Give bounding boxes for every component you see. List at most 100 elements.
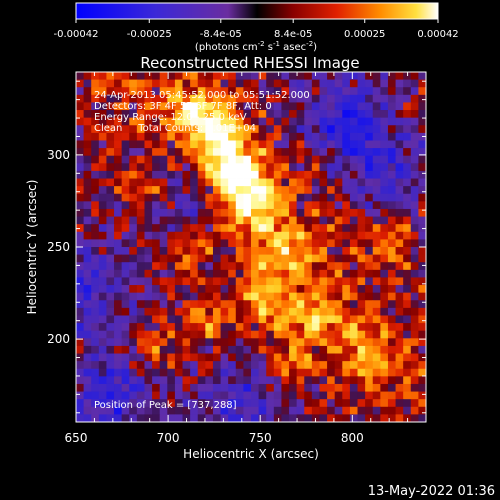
heatmap-cell bbox=[357, 132, 366, 141]
heatmap-cell bbox=[98, 201, 107, 210]
heatmap-cell bbox=[365, 87, 374, 96]
heatmap-cell bbox=[410, 300, 419, 309]
heatmap-cell bbox=[152, 383, 161, 392]
heatmap-cell bbox=[220, 277, 229, 286]
heatmap-cell bbox=[380, 315, 389, 324]
heatmap-cell bbox=[144, 345, 153, 354]
heatmap-cell bbox=[76, 406, 85, 415]
colorbar-gradient bbox=[75, 2, 439, 20]
heatmap-cell bbox=[243, 110, 252, 119]
heatmap-cell bbox=[121, 117, 130, 126]
heatmap-cell bbox=[197, 201, 206, 210]
heatmap-cell bbox=[372, 224, 381, 233]
heatmap-cell bbox=[197, 315, 206, 324]
heatmap-cell bbox=[357, 239, 366, 248]
x-tick-label: 750 bbox=[249, 431, 272, 445]
heatmap-cell bbox=[167, 383, 176, 392]
heatmap-cell bbox=[266, 125, 275, 134]
heatmap-cell bbox=[121, 231, 130, 240]
heatmap-cell bbox=[387, 201, 396, 210]
heatmap-cell bbox=[152, 323, 161, 332]
heatmap-cell bbox=[266, 361, 275, 370]
heatmap-cell bbox=[334, 323, 343, 332]
heatmap-cell bbox=[136, 72, 145, 81]
heatmap-cell bbox=[334, 330, 343, 339]
heatmap-cell bbox=[129, 277, 138, 286]
heatmap-cell bbox=[266, 216, 275, 225]
heatmap-cell bbox=[91, 148, 100, 157]
heatmap-cell bbox=[129, 163, 138, 172]
heatmap-cell bbox=[182, 277, 191, 286]
heatmap-cell bbox=[114, 110, 123, 119]
heatmap-cell bbox=[243, 125, 252, 134]
heatmap-cell bbox=[304, 353, 313, 362]
heatmap-cell bbox=[212, 224, 221, 233]
heatmap-cell bbox=[296, 247, 305, 256]
heatmap-cell bbox=[266, 269, 275, 278]
heatmap-cell bbox=[182, 140, 191, 149]
heatmap-cell bbox=[289, 285, 298, 294]
heatmap-cell bbox=[174, 140, 183, 149]
heatmap-cell bbox=[136, 132, 145, 141]
heatmap-cell bbox=[243, 323, 252, 332]
heatmap-cell bbox=[349, 338, 358, 347]
heatmap-cell bbox=[106, 94, 115, 103]
heatmap-cell bbox=[380, 110, 389, 119]
heatmap-cell bbox=[212, 368, 221, 377]
heatmap-cell bbox=[273, 72, 282, 81]
heatmap-cell bbox=[114, 345, 123, 354]
heatmap-cell bbox=[380, 345, 389, 354]
heatmap-cell bbox=[311, 186, 320, 195]
heatmap-cell bbox=[98, 323, 107, 332]
heatmap-cell bbox=[106, 247, 115, 256]
heatmap-cell bbox=[372, 87, 381, 96]
heatmap-cell bbox=[243, 140, 252, 149]
heatmap-cell bbox=[334, 87, 343, 96]
heatmap-cell bbox=[387, 193, 396, 202]
heatmap-cell bbox=[205, 391, 214, 400]
heatmap-cell bbox=[273, 285, 282, 294]
heatmap-cell bbox=[91, 140, 100, 149]
heatmap-cell bbox=[342, 102, 351, 111]
heatmap-cell bbox=[266, 285, 275, 294]
heatmap-cell bbox=[387, 132, 396, 141]
heatmap-cell bbox=[327, 216, 336, 225]
heatmap-cell bbox=[159, 391, 168, 400]
heatmap-cell bbox=[418, 72, 427, 81]
heatmap-cell bbox=[251, 406, 260, 415]
peak-position-label: Position of Peak = [737,288] bbox=[94, 400, 237, 411]
heatmap-cell bbox=[197, 170, 206, 179]
heatmap-cell bbox=[380, 361, 389, 370]
heatmap-cell bbox=[258, 186, 267, 195]
heatmap-cell bbox=[251, 87, 260, 96]
heatmap-cell bbox=[273, 262, 282, 271]
heatmap-cell bbox=[129, 406, 138, 415]
heatmap-cell bbox=[258, 361, 267, 370]
heatmap-cell bbox=[228, 262, 237, 271]
heatmap-cell bbox=[258, 353, 267, 362]
heatmap-cell bbox=[174, 132, 183, 141]
heatmap-cell bbox=[281, 102, 290, 111]
heatmap-cell bbox=[349, 94, 358, 103]
heatmap-cell bbox=[281, 208, 290, 217]
heatmap-cell bbox=[228, 216, 237, 225]
heatmap-cell bbox=[304, 117, 313, 126]
heatmap-cell bbox=[167, 148, 176, 157]
heatmap-cell bbox=[327, 323, 336, 332]
heatmap-cell bbox=[357, 330, 366, 339]
heatmap-cell bbox=[251, 216, 260, 225]
heatmap-cell bbox=[182, 376, 191, 385]
heatmap-cell bbox=[243, 155, 252, 164]
heatmap-cell bbox=[174, 361, 183, 370]
heatmap-cell bbox=[311, 262, 320, 271]
heatmap-cell bbox=[387, 254, 396, 263]
heatmap-cell bbox=[380, 254, 389, 263]
heatmap-cell bbox=[266, 94, 275, 103]
heatmap-cell bbox=[235, 269, 244, 278]
heatmap-cell bbox=[190, 300, 199, 309]
heatmap-cell bbox=[83, 285, 92, 294]
heatmap-cell bbox=[289, 277, 298, 286]
heatmap-cell bbox=[418, 361, 427, 370]
heatmap-cell bbox=[281, 132, 290, 141]
heatmap-cell bbox=[319, 307, 328, 316]
